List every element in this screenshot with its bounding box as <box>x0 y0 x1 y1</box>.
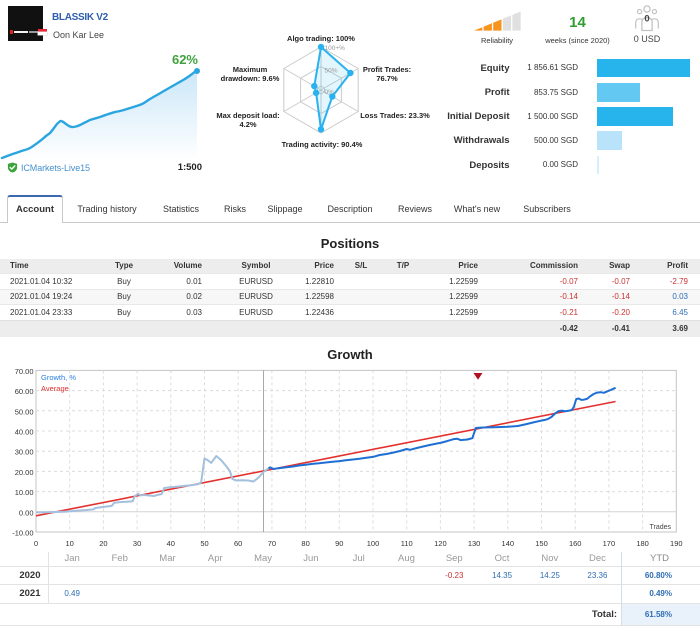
svg-text:Growth, %: Growth, % <box>41 373 76 382</box>
svg-text:90: 90 <box>335 539 343 548</box>
svg-text:130: 130 <box>468 539 481 548</box>
svg-text:120: 120 <box>434 539 447 548</box>
svg-text:160: 160 <box>569 539 582 548</box>
svg-text:60.00: 60.00 <box>15 387 34 396</box>
svg-text:50.00: 50.00 <box>15 407 34 416</box>
svg-text:-10.00: -10.00 <box>12 529 33 538</box>
svg-text:30.00: 30.00 <box>15 448 34 457</box>
svg-text:140: 140 <box>502 539 515 548</box>
svg-text:0: 0 <box>644 14 649 25</box>
svg-text:60: 60 <box>234 539 242 548</box>
svg-text:40.00: 40.00 <box>15 428 34 437</box>
svg-text:190: 190 <box>670 539 683 548</box>
svg-text:40: 40 <box>167 539 175 548</box>
svg-text:10: 10 <box>66 539 74 548</box>
svg-text:Average: Average <box>41 384 69 393</box>
svg-text:100+%: 100+% <box>325 45 346 52</box>
svg-text:100: 100 <box>367 539 380 548</box>
svg-text:20: 20 <box>99 539 107 548</box>
svg-text:Trades: Trades <box>649 524 671 531</box>
svg-text:70: 70 <box>268 539 276 548</box>
svg-text:70.00: 70.00 <box>15 367 34 376</box>
svg-text:180: 180 <box>636 539 649 548</box>
svg-text:0.00: 0.00 <box>19 508 34 517</box>
svg-text:80: 80 <box>301 539 309 548</box>
svg-text:0: 0 <box>34 539 38 548</box>
svg-text:110: 110 <box>401 539 413 548</box>
svg-text:0%: 0% <box>325 89 335 96</box>
svg-text:50: 50 <box>200 539 208 548</box>
svg-text:50%: 50% <box>325 68 338 75</box>
svg-text:10.00: 10.00 <box>15 488 34 497</box>
svg-text:30: 30 <box>133 539 141 548</box>
svg-text:20.00: 20.00 <box>15 468 34 477</box>
svg-text:170: 170 <box>603 539 616 548</box>
svg-text:150: 150 <box>535 539 548 548</box>
